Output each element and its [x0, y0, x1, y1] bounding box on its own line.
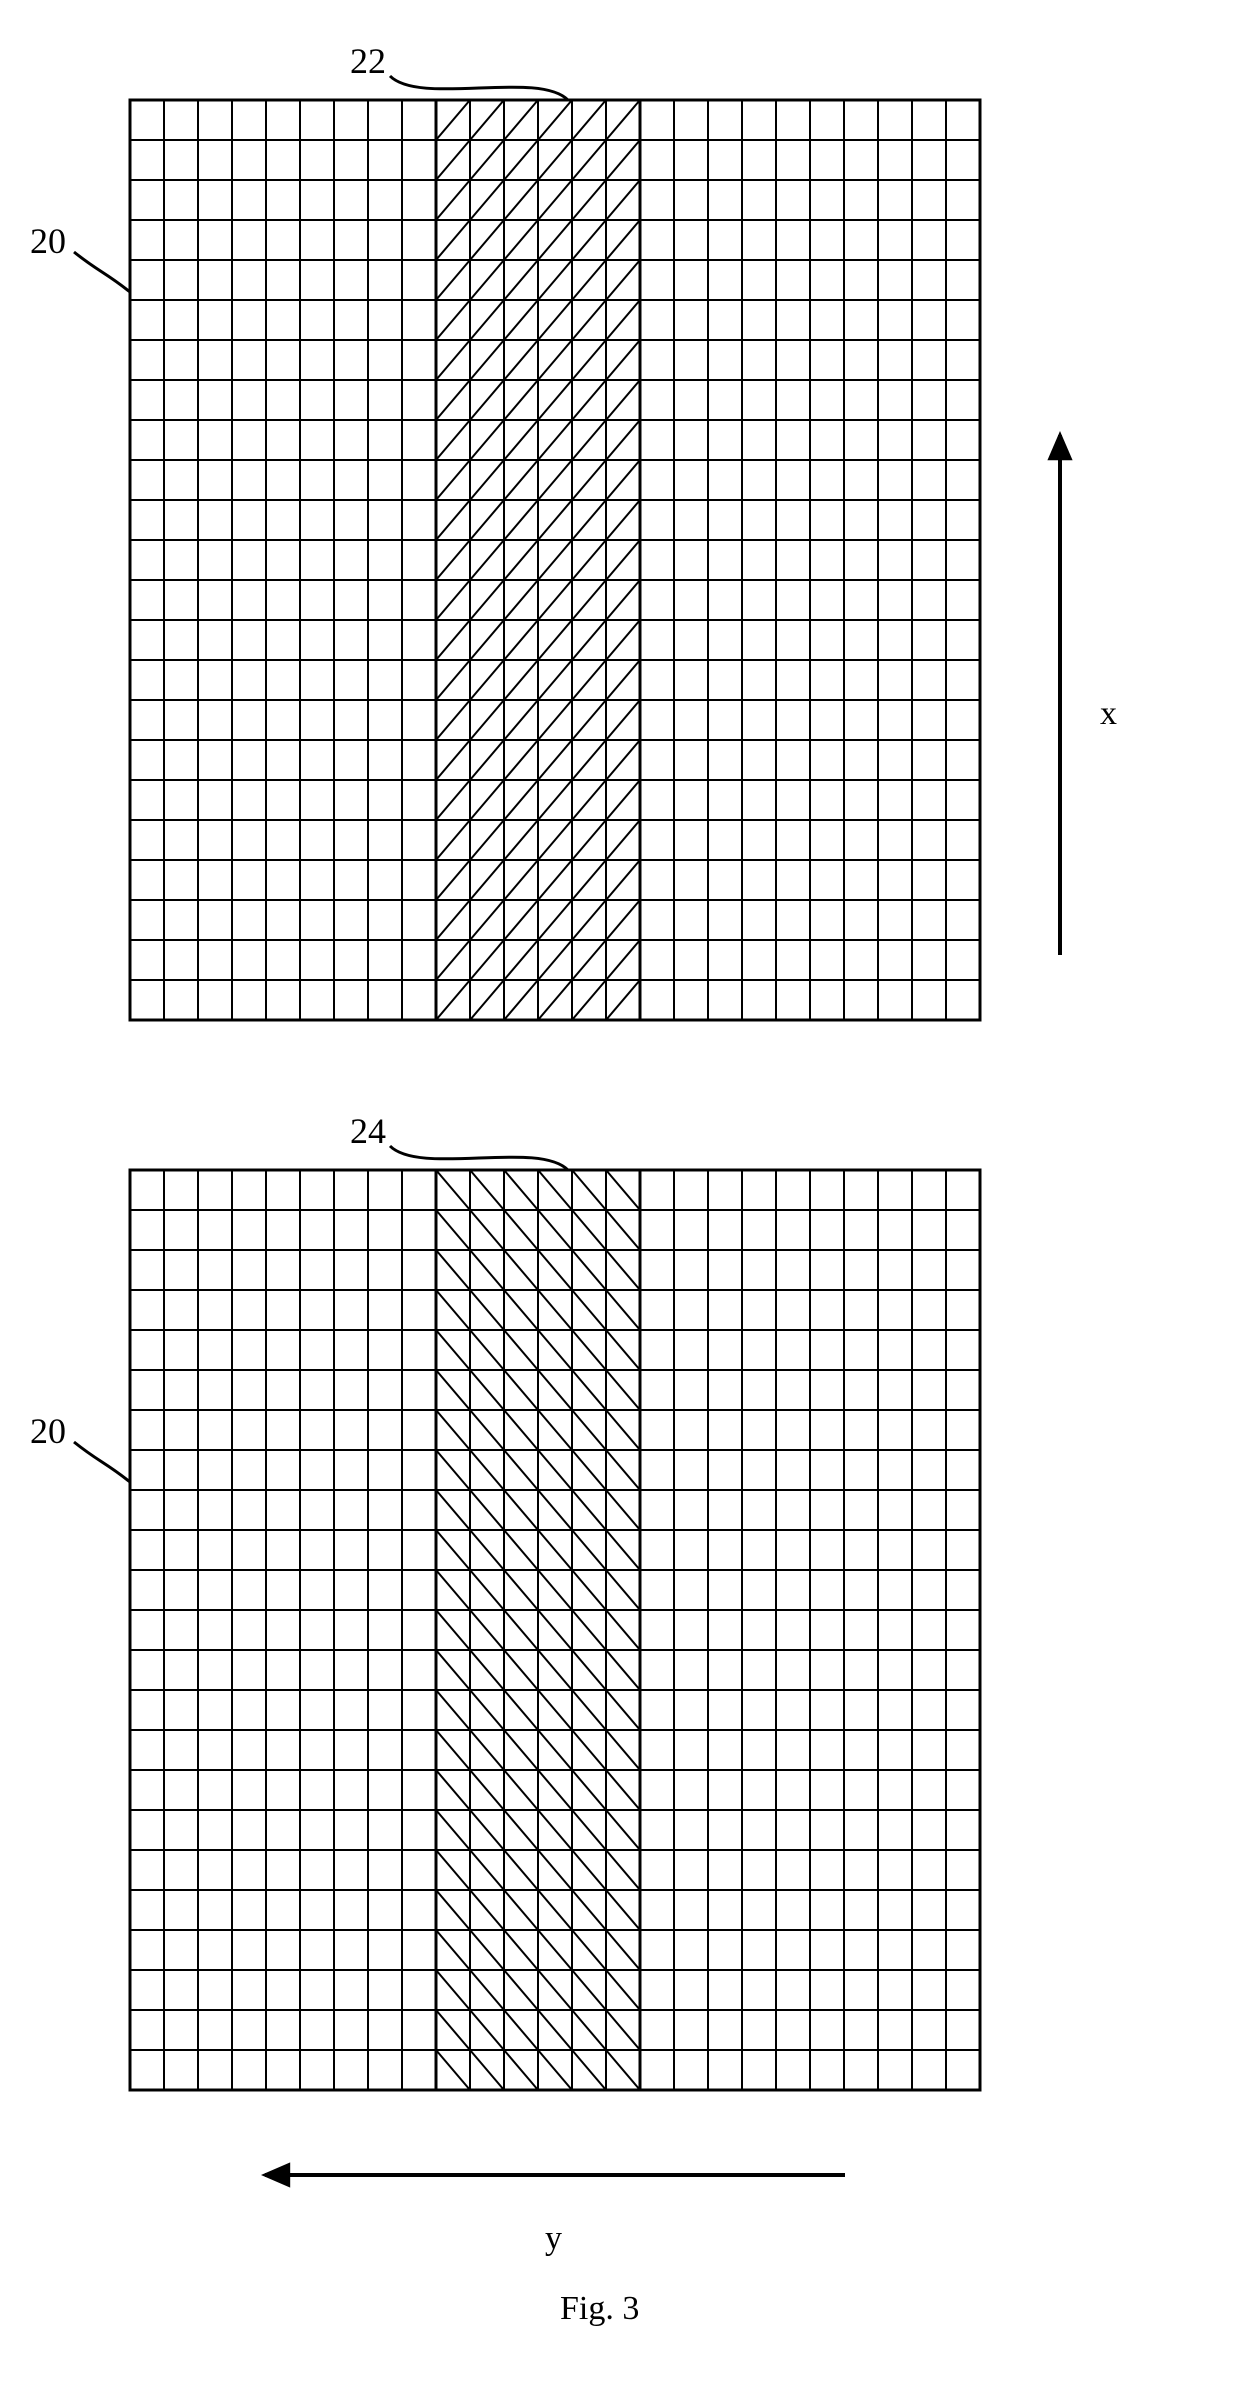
figure-page: 20 22 20 24 x y Fig. 3 [0, 0, 1240, 2395]
axis-y-label: y [545, 2220, 562, 2258]
grid-top [127, 97, 983, 1023]
figure-caption: Fig. 3 [560, 2290, 639, 2328]
axis-x-label: x [1100, 695, 1117, 733]
grid-bottom-ref-label: 20 [30, 1410, 66, 1452]
grid-bottom [127, 1167, 983, 2093]
grid-bottom-callout-label: 24 [350, 1110, 386, 1152]
grid-top-callout-label: 22 [350, 40, 386, 82]
grid-top-ref-label: 20 [30, 220, 66, 262]
